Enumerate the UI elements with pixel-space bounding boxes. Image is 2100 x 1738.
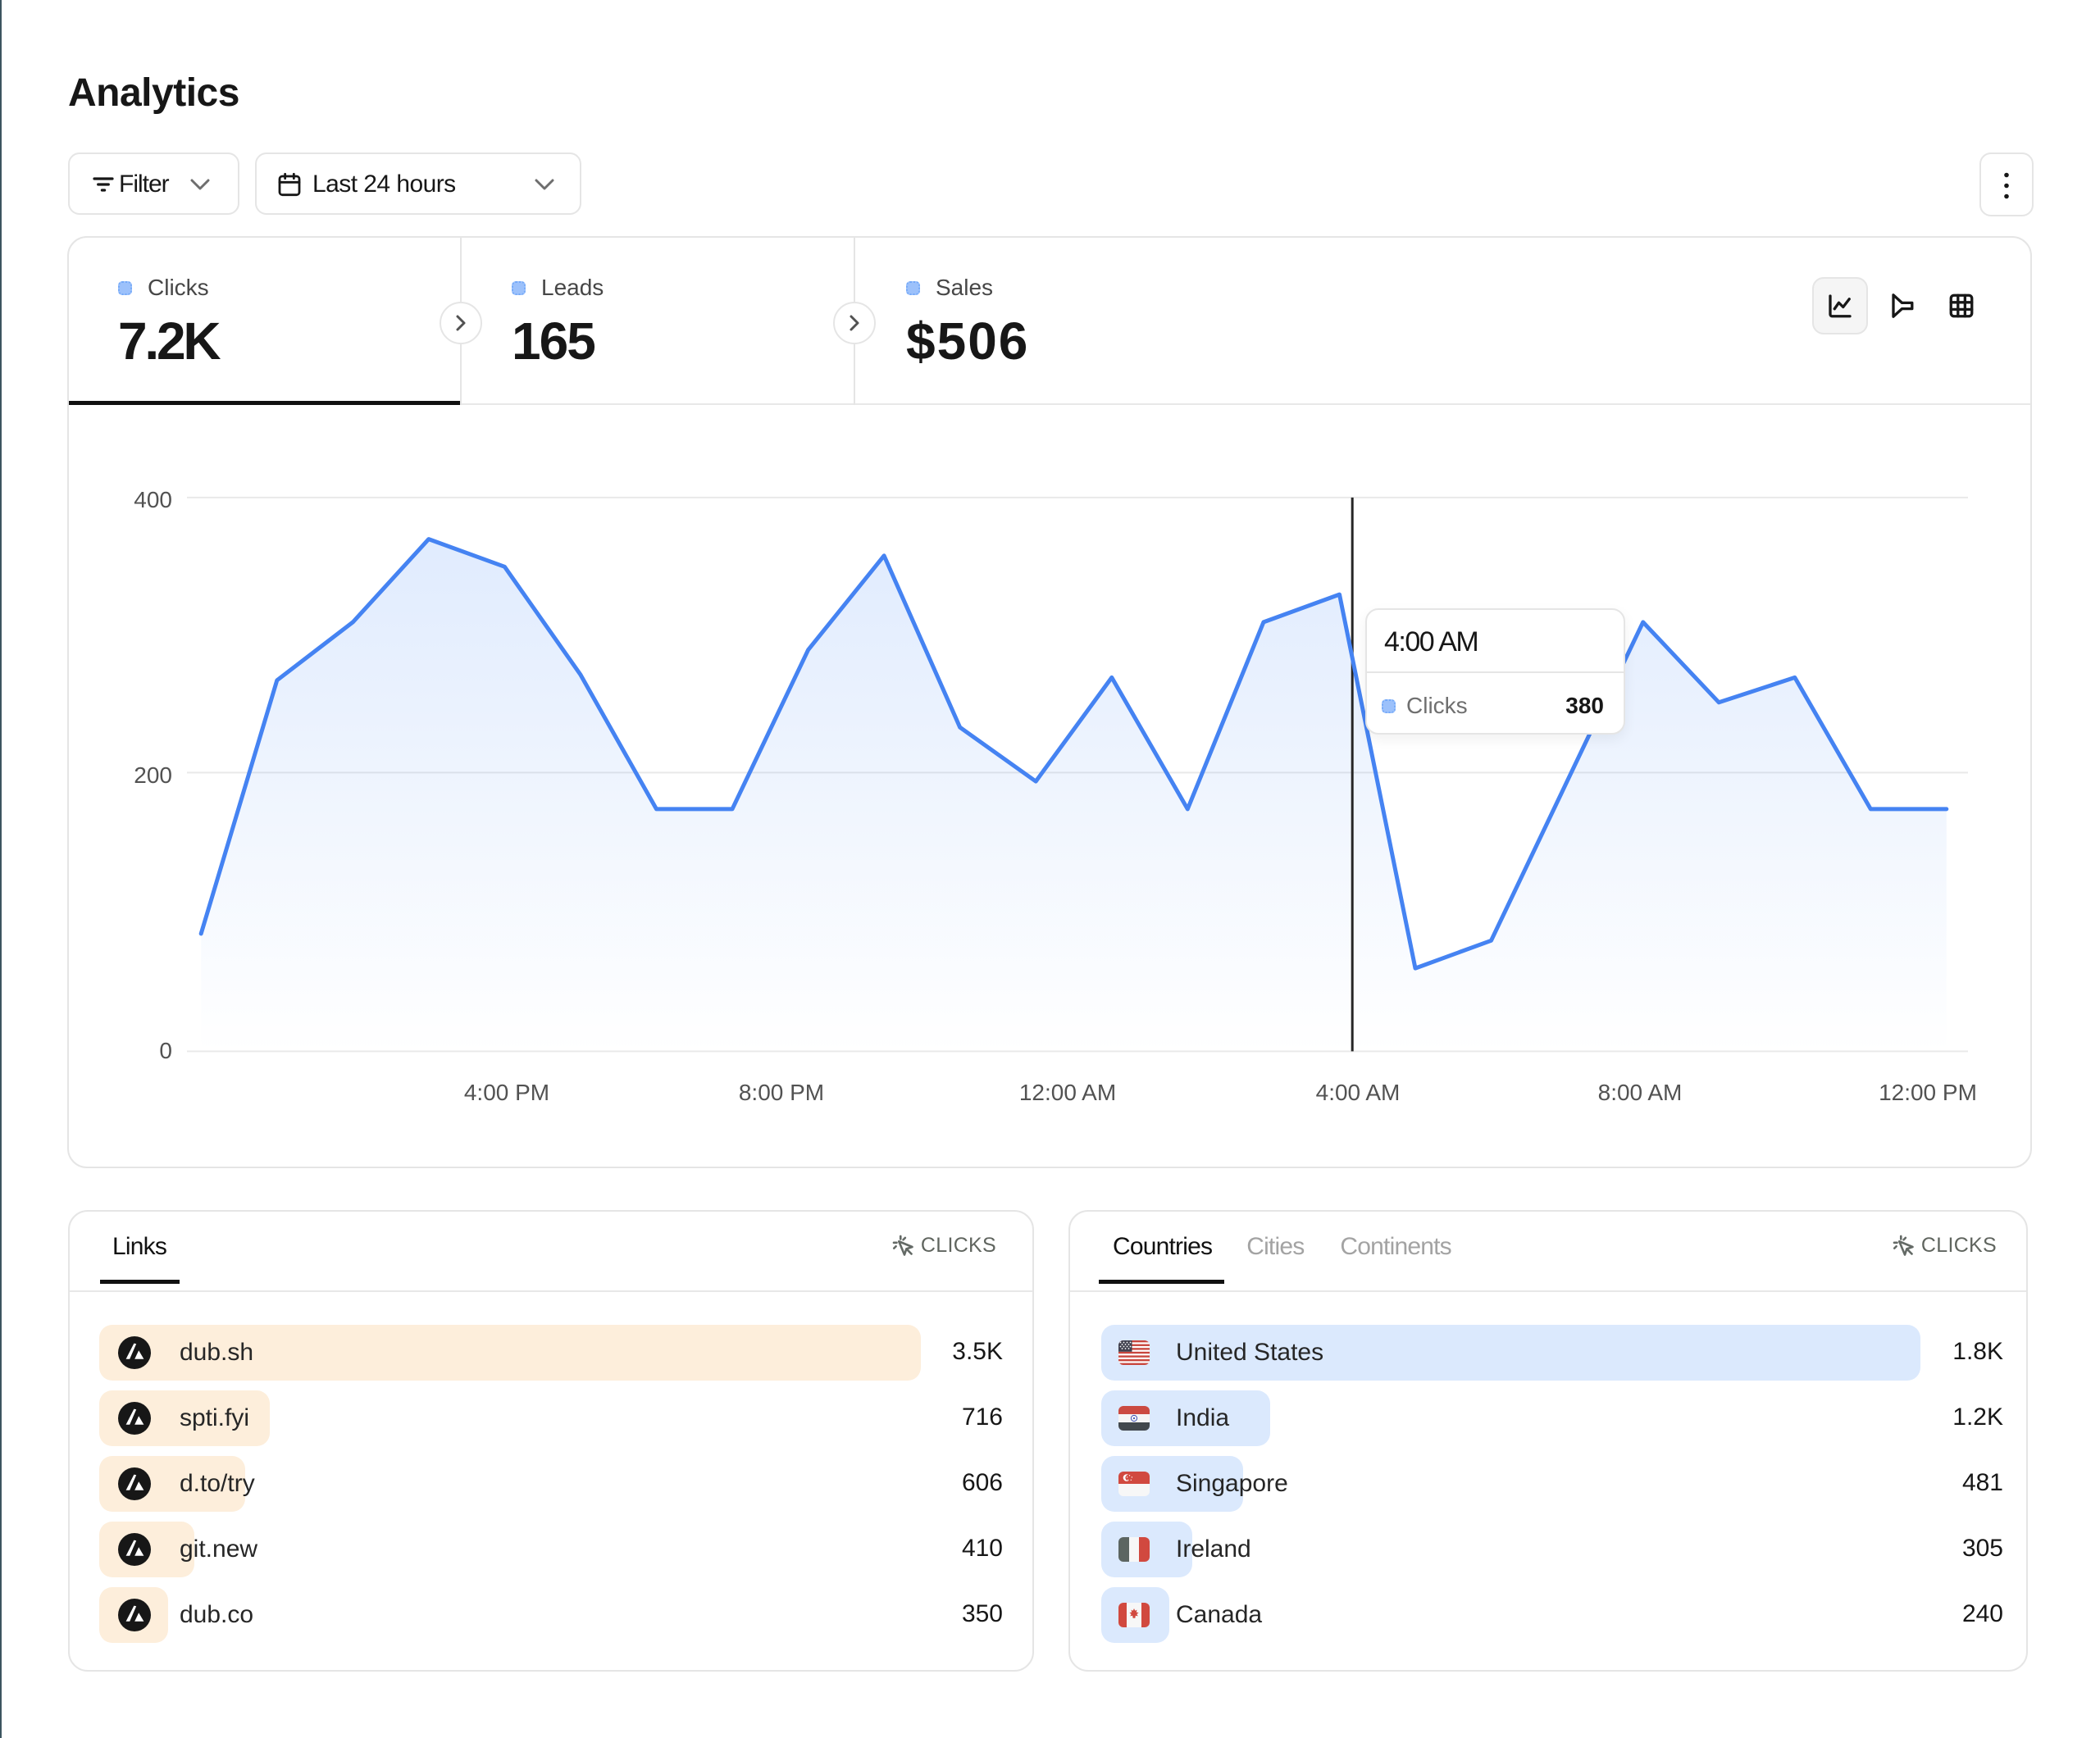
svg-text:8:00 PM: 8:00 PM bbox=[739, 1080, 824, 1105]
svg-text:8:00 AM: 8:00 AM bbox=[1598, 1080, 1683, 1105]
svg-text:4:00 PM: 4:00 PM bbox=[464, 1080, 549, 1105]
svg-text:0: 0 bbox=[159, 1038, 172, 1063]
svg-text:4:00 AM: 4:00 AM bbox=[1316, 1080, 1401, 1105]
svg-text:400: 400 bbox=[134, 487, 172, 512]
svg-text:200: 200 bbox=[134, 762, 172, 788]
svg-text:12:00 AM: 12:00 AM bbox=[1019, 1080, 1116, 1105]
svg-text:12:00 PM: 12:00 PM bbox=[1879, 1080, 1977, 1105]
